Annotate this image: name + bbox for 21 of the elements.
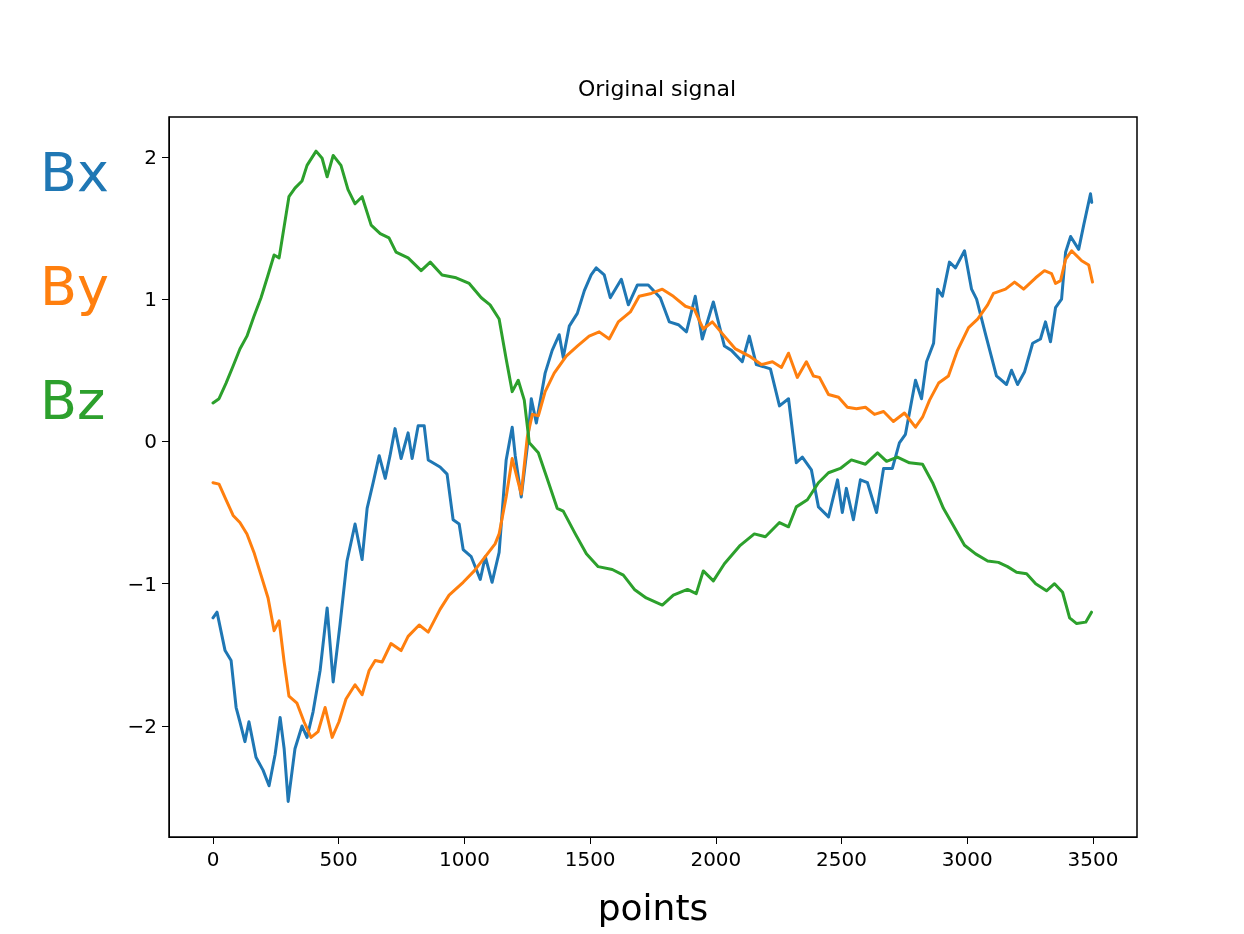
line-series [211,192,1094,803]
x-tick-label: 2500 [816,847,868,871]
y-tick-label: −2 [127,714,157,739]
chart-title: Original signal [577,75,737,101]
x-tick-label: 1500 [564,847,616,871]
x-tick-label: 2000 [690,847,742,871]
y-tick-label: 2 [144,144,157,169]
series-label: Bz [40,368,106,432]
y-tick-label: 1 [144,287,157,312]
text: Bx [40,140,110,204]
x-tick-label: 0 [206,847,220,871]
y-tick-label: −1 [127,571,157,596]
x-tick-label: 3000 [941,847,993,871]
x-tick-label: 1000 [438,847,490,871]
x-tick-label: 500 [319,847,358,871]
y-tick-label: 0 [144,429,157,454]
line-series [211,149,1093,626]
text: By [40,254,110,318]
line-series [211,249,1094,739]
x-tick-label: 3500 [1067,847,1119,871]
x-axis-title: points [597,886,709,928]
